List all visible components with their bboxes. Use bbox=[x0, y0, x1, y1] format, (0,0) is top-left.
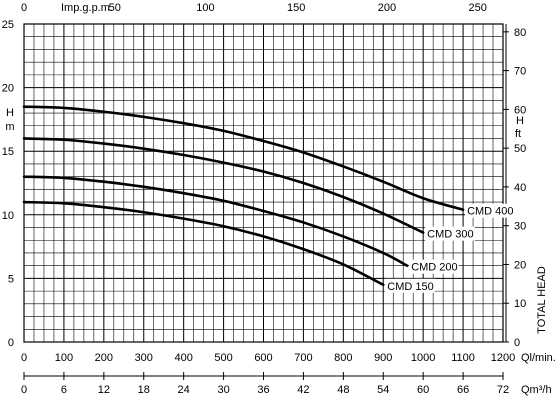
x-tick-label-lmin: 400 bbox=[174, 352, 192, 364]
y-tick-label-ft: 70 bbox=[514, 66, 526, 78]
y-axis-title-total-head: TOTAL HEAD bbox=[536, 266, 548, 334]
x-tick-label-m3h: 36 bbox=[257, 384, 269, 396]
x-tick-label-m3h: 18 bbox=[138, 384, 150, 396]
curve-cmd-400 bbox=[22, 105, 465, 212]
y-tick-label-ft: 0 bbox=[514, 337, 520, 349]
curve-label: CMD 300 bbox=[427, 229, 473, 241]
x-tick-label-m3h: 48 bbox=[337, 384, 349, 396]
x-tick-label-lmin: 900 bbox=[374, 352, 392, 364]
y-axis-label-left-unit: m bbox=[5, 121, 14, 133]
y-tick-label-m: 5 bbox=[8, 273, 14, 285]
x-tick-label-m3h: 12 bbox=[98, 384, 110, 396]
grid bbox=[23, 23, 504, 343]
curve-cmd-200 bbox=[22, 175, 409, 267]
y-tick-label-m: 20 bbox=[2, 83, 14, 95]
y-axis-label-right: H bbox=[516, 115, 524, 127]
x-tick-label-gpm: 100 bbox=[196, 2, 214, 14]
x-tick-label-m3h: 0 bbox=[21, 384, 27, 396]
curves bbox=[22, 105, 465, 287]
y-tick-label-ft: 30 bbox=[514, 221, 526, 233]
x-tick-label-lmin: 200 bbox=[95, 352, 113, 364]
x-tick-label-lmin: 100 bbox=[55, 352, 73, 364]
curve-cmd-300 bbox=[22, 137, 425, 234]
curve-label: CMD 200 bbox=[411, 262, 457, 274]
x-tick-label-lmin: 1200 bbox=[491, 352, 515, 364]
x-tick-label-gpm: 50 bbox=[109, 2, 121, 14]
x-tick-label-m3h: 54 bbox=[377, 384, 389, 396]
x-tick-label-gpm: 150 bbox=[287, 2, 305, 14]
curve-label-background bbox=[409, 259, 459, 274]
x-axis-label-top: Imp.g.p.m. bbox=[61, 2, 113, 14]
x-axis-label-lmin: Ql/min. bbox=[521, 352, 556, 364]
x-tick-label-lmin: 1000 bbox=[411, 352, 435, 364]
x-tick-label-m3h: 6 bbox=[61, 384, 67, 396]
x-tick-label-lmin: 300 bbox=[135, 352, 153, 364]
curve-label-background bbox=[465, 203, 515, 218]
y-axis-label-right-unit: ft bbox=[515, 128, 521, 140]
x-tick-label-m3h: 24 bbox=[178, 384, 190, 396]
y-tick-label-ft: 50 bbox=[514, 143, 526, 155]
x-tick-label-lmin: 500 bbox=[214, 352, 232, 364]
x-tick-label-m3h: 30 bbox=[217, 384, 229, 396]
x-tick-label-m3h: 72 bbox=[497, 384, 509, 396]
x-tick-label-lmin: 700 bbox=[294, 352, 312, 364]
y-tick-label-ft: 60 bbox=[514, 104, 526, 116]
y-tick-label-m: 0 bbox=[8, 337, 14, 349]
y-axis-label-left: H bbox=[6, 107, 14, 119]
x-tick-label-m3h: 66 bbox=[457, 384, 469, 396]
x-tick-label-gpm: 250 bbox=[468, 2, 486, 14]
y-tick-label-ft: 80 bbox=[514, 27, 526, 39]
x-axis-label-m3h: Qm³/h bbox=[521, 384, 552, 396]
curve-label-background bbox=[385, 278, 435, 293]
curve-label-background bbox=[425, 226, 475, 241]
x-tick-label-lmin: 0 bbox=[21, 352, 27, 364]
x-tick-label-lmin: 1100 bbox=[451, 352, 475, 364]
curve-label: CMD 150 bbox=[387, 281, 433, 293]
curve-cmd-150 bbox=[22, 200, 385, 287]
x-tick-label-lmin: 800 bbox=[334, 352, 352, 364]
curve-label: CMD 400 bbox=[467, 206, 513, 218]
x-tick-label-gpm: 0 bbox=[21, 2, 27, 14]
y-tick-label-m: 25 bbox=[2, 19, 14, 31]
x-tick-label-m3h: 60 bbox=[417, 384, 429, 396]
x-tick-label-m3h: 42 bbox=[297, 384, 309, 396]
y-tick-label-m: 10 bbox=[2, 210, 14, 222]
y-tick-label-ft: 10 bbox=[514, 298, 526, 310]
x-tick-label-lmin: 600 bbox=[254, 352, 272, 364]
plot-frame bbox=[23, 23, 504, 343]
y-tick-label-ft: 40 bbox=[514, 182, 526, 194]
x-tick-label-gpm: 200 bbox=[378, 2, 396, 14]
y-tick-label-ft: 20 bbox=[514, 259, 526, 271]
y-tick-label-m: 15 bbox=[2, 146, 14, 158]
